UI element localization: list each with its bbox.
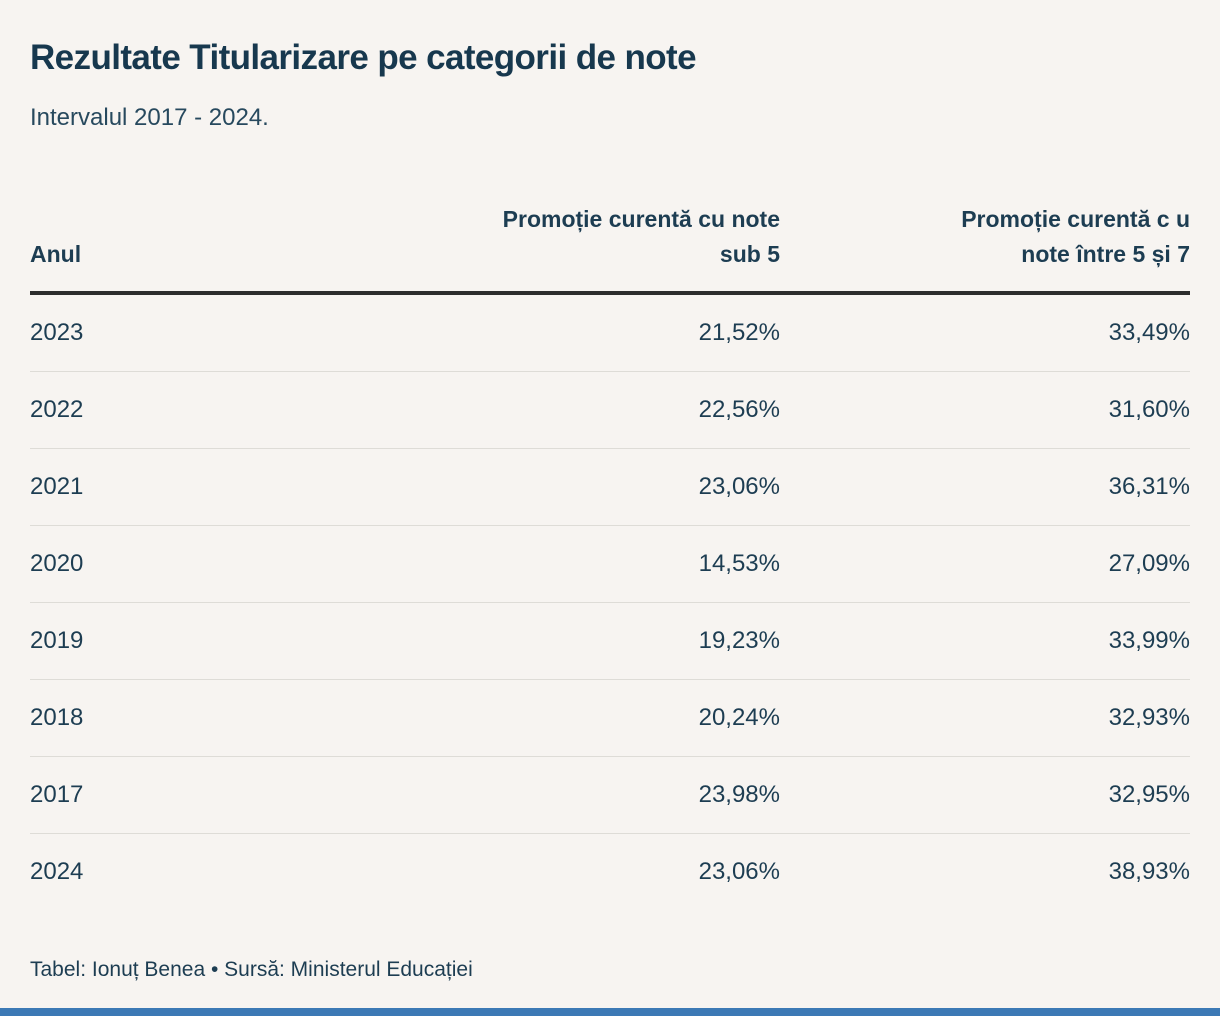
cell-between: 38,93% — [1108, 858, 1190, 885]
cell-sub5: 21,52% — [698, 319, 780, 346]
cell-between: 31,60% — [1108, 396, 1190, 423]
table-row: 2020 14,53% 27,09% — [30, 526, 1190, 603]
page-title: Rezultate Titularizare pe categorii de n… — [30, 38, 697, 77]
table-visualization: Rezultate Titularizare pe categorii de n… — [30, 38, 1190, 981]
cell-sub5: 20,24% — [698, 704, 780, 731]
cell-sub5: 23,98% — [698, 781, 780, 808]
cell-between: 32,93% — [1108, 704, 1190, 731]
table-row: 2017 23,98% 32,95% — [30, 757, 1190, 834]
page-subtitle: Intervalul 2017 - 2024. — [30, 104, 269, 131]
cell-sub5: 19,23% — [698, 627, 780, 654]
cell-between: 33,49% — [1108, 319, 1190, 346]
cell-year: 2017 — [30, 781, 84, 808]
cell-year: 2020 — [30, 550, 84, 577]
cell-year: 2023 — [30, 319, 84, 346]
column-header-intre-line1: Promoție curentă c u — [961, 206, 1190, 232]
cell-between: 33,99% — [1108, 627, 1190, 654]
column-header-sub5-line1: Promoție curentă cu note — [502, 206, 780, 232]
table-row: 2018 20,24% 32,93% — [30, 680, 1190, 757]
cell-year: 2019 — [30, 627, 84, 654]
column-header-sub5: Promoție curentă cu note sub 5 — [290, 202, 780, 271]
cell-sub5: 23,06% — [698, 473, 780, 500]
bottom-accent-bar — [0, 1008, 1220, 1016]
table-row: 2021 23,06% 36,31% — [30, 449, 1190, 526]
column-header-intre-5-si-7: Promoție curentă c u note între 5 și 7 — [780, 202, 1190, 271]
credit-line: Tabel: Ionuț Benea • Sursă: Ministerul E… — [30, 958, 473, 981]
cell-year: 2018 — [30, 704, 84, 731]
cell-between: 36,31% — [1108, 473, 1190, 500]
cell-between: 32,95% — [1108, 781, 1190, 808]
cell-year: 2021 — [30, 473, 84, 500]
results-table: Anul Promoție curentă cu note sub 5 Prom… — [30, 202, 1190, 910]
cell-sub5: 14,53% — [698, 550, 780, 577]
column-header-sub5-line2: sub 5 — [719, 240, 780, 267]
table-row: 2023 21,52% 33,49% — [30, 295, 1190, 372]
table-row: 2022 22,56% 31,60% — [30, 372, 1190, 449]
column-header-anul: Anul — [30, 240, 82, 267]
cell-sub5: 22,56% — [698, 396, 780, 423]
table-header-row: Anul Promoție curentă cu note sub 5 Prom… — [30, 202, 1190, 295]
column-header-intre-line2: note între 5 și 7 — [1021, 240, 1190, 267]
cell-sub5: 23,06% — [698, 858, 780, 885]
cell-between: 27,09% — [1108, 550, 1190, 577]
cell-year: 2022 — [30, 396, 84, 423]
table-row: 2024 23,06% 38,93% — [30, 834, 1190, 910]
cell-year: 2024 — [30, 858, 84, 885]
table-row: 2019 19,23% 33,99% — [30, 603, 1190, 680]
